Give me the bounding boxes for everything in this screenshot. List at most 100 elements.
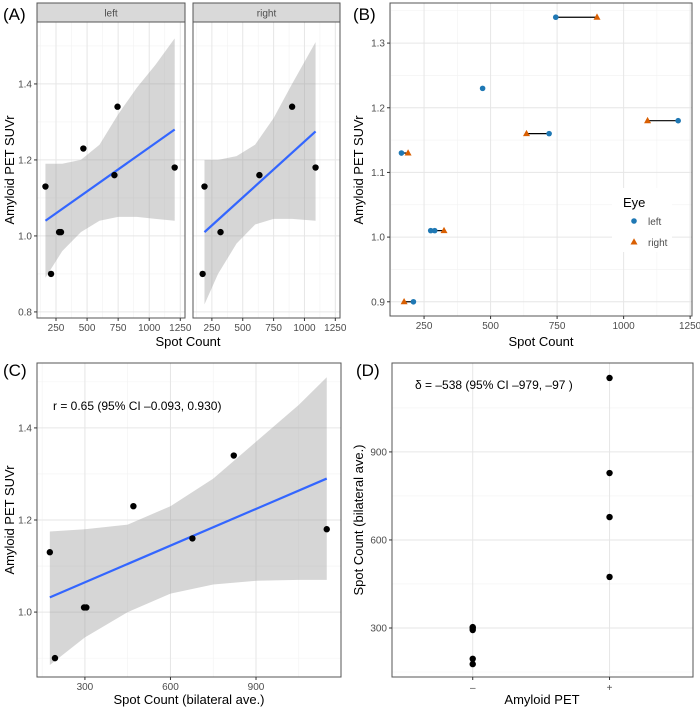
plot-background [390,3,692,316]
facet-strip-label: left [104,9,118,20]
x-tick-label: 500 [482,321,499,332]
panel-label: (A) [3,5,26,24]
facet-strip [36,2,186,23]
data-point [288,103,296,110]
x-tick-label: + [607,683,613,694]
panel-border [389,2,693,317]
y-tick-label: 1.0 [18,231,32,242]
x-tick-label: 1000 [612,321,635,332]
legend-title: Eye [623,195,645,210]
data-point [130,502,137,510]
facet-strip-label: right [257,9,277,20]
y-tick-label: 0.9 [371,297,385,308]
x-tick-label: 750 [549,321,566,332]
data-point [230,452,237,459]
y-tick-label: 1.1 [371,168,385,179]
data-point [199,270,206,278]
data-point [323,526,330,533]
confidence-band [45,38,175,278]
data-point-right [404,149,412,156]
x-axis-title: Spot Count (bilateral ave.) [113,692,264,707]
data-point [312,164,319,171]
x-tick-label: 250 [204,323,221,334]
y-axis-title: Amyloid PET SUVr [2,465,17,575]
data-point-left [410,298,417,305]
data-point [606,573,613,581]
x-tick-label: 750 [110,323,127,334]
x-axis-title: Spot Count [508,334,573,349]
x-tick-label: 1250 [324,323,347,334]
x-axis-title: Spot Count [155,334,220,349]
x-tick-label: 600 [162,682,179,693]
effect-annotation: δ = –538 (95% CI –979, –97 ) [415,378,573,392]
data-point [606,374,613,382]
data-point [189,535,196,542]
data-point [47,270,55,278]
data-point [42,183,49,190]
x-tick-label: 750 [265,323,282,334]
y-tick-label: 600 [370,535,387,546]
data-point-left [427,227,434,234]
data-point-left [431,227,438,234]
data-point-right [440,226,448,234]
legend-label: left [648,217,662,228]
x-tick-label: 900 [248,682,265,693]
y-tick-label: 1.4 [18,79,32,90]
data-point-left [479,85,486,92]
data-point [80,145,87,152]
x-tick-label: 500 [234,323,251,334]
data-point-right [593,13,601,20]
panel-label: (B) [353,5,376,24]
fit-line [203,130,317,233]
plot-background [392,363,693,677]
x-tick-label: 1250 [169,323,192,334]
fit-line [49,477,328,599]
x-tick-label: 1000 [293,323,316,334]
data-point [217,228,224,236]
y-tick-label: 0.8 [18,307,32,318]
x-tick-label: 1000 [138,323,161,334]
y-tick-label: 1.0 [371,233,385,244]
data-point-right [522,129,530,137]
legend-background [612,188,672,252]
data-point-left [552,14,559,21]
y-tick-label: 1.2 [18,155,32,166]
y-axis-title: Spot Count (bilateral ave.) [351,444,366,595]
data-point [171,164,178,171]
y-tick-label: 300 [370,623,387,634]
legend-label: right [648,238,668,249]
x-tick-label: 300 [77,682,94,693]
data-point-left [546,130,552,137]
data-point [469,660,476,668]
data-point [256,171,263,179]
facet-strip [192,2,341,23]
y-tick-label: 1.0 [18,608,32,619]
y-tick-label: 1.4 [18,423,32,434]
data-point [606,513,613,521]
x-tick-label: 500 [79,323,96,334]
data-point [111,171,118,179]
x-tick-label: – [470,683,476,694]
x-tick-label: 250 [416,321,433,332]
data-point [46,549,54,556]
y-tick-label: 1.2 [18,516,32,527]
correlation-annotation: r = 0.65 (95% CI –0.093, 0.930) [53,399,221,413]
data-point [51,654,59,662]
y-axis-title: Amyloid PET SUVr [351,115,366,225]
legend-key-right [630,238,638,245]
data-point [114,103,121,110]
x-tick-label: 250 [48,323,65,334]
confidence-band [49,377,327,666]
data-point-left [675,117,681,124]
panel-border [391,362,694,678]
plot-background [37,22,185,318]
y-axis-title: Amyloid PET SUVr [2,115,17,225]
x-tick-label: 1250 [679,321,700,332]
data-point [83,604,90,611]
data-point [469,623,476,631]
y-tick-label: 1.3 [371,39,385,50]
data-point-left [398,150,405,156]
data-point [57,228,65,236]
data-point [606,469,613,477]
